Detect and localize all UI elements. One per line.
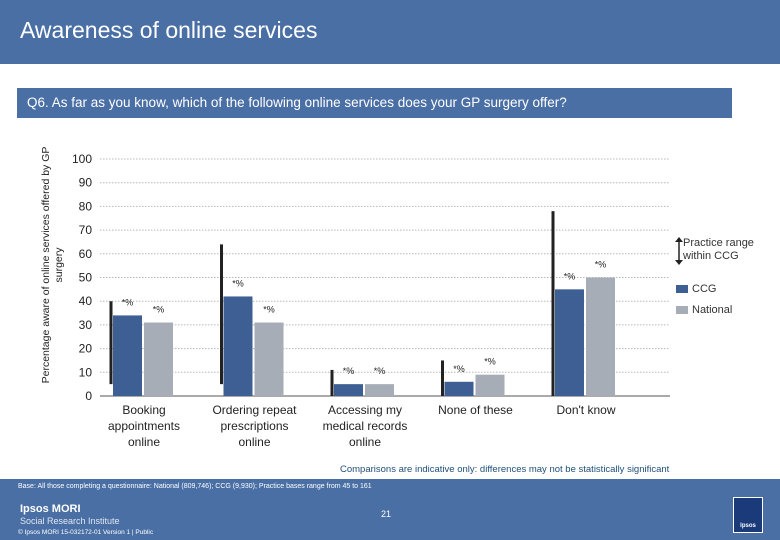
bar-data-label: *% — [343, 366, 355, 376]
x-tick-label: Booking — [122, 403, 165, 417]
bar-ccg — [444, 381, 474, 396]
x-tick-label: medical records — [323, 419, 408, 433]
bar-national — [254, 322, 284, 396]
bar-data-label: *% — [232, 278, 244, 288]
legend-ccg-label: CCG — [692, 283, 717, 295]
y-tick-label: 50 — [79, 271, 93, 285]
x-tick-label: online — [349, 435, 381, 449]
x-tick-label: Accessing my — [328, 403, 402, 417]
gridlines — [100, 158, 670, 397]
bar-data-label: *% — [263, 305, 275, 315]
y-tick-label: 80 — [79, 199, 93, 213]
bar-data-label: *% — [453, 364, 465, 374]
x-tick-labels: Booking appointments online Ordering repeat… — [108, 403, 616, 449]
y-tick-labels: 0 10 20 30 40 50 60 70 80 90 100 — [72, 152, 92, 403]
x-tick-label: None of these — [438, 403, 513, 417]
copyright: © Ipsos MORI 15-032172-01 Version 1 | Pu… — [18, 529, 154, 536]
legend-national: National — [676, 304, 732, 316]
y-tick-label: 100 — [72, 152, 92, 166]
bar-data-label: *% — [484, 357, 496, 367]
bar-national — [144, 322, 173, 396]
page-number: 21 — [381, 509, 392, 519]
y-tick-label: 20 — [79, 342, 93, 356]
logo-text: Ipsos — [740, 523, 756, 529]
y-tick-label: 40 — [79, 294, 93, 308]
comparison-note: Comparisons are indicative only: differe… — [340, 464, 670, 475]
bar-ccg — [334, 384, 363, 396]
x-tick-label: prescriptions — [220, 419, 288, 433]
y-tick-label: 0 — [85, 389, 92, 403]
range-arrow-icon — [675, 237, 683, 265]
y-tick-label: 90 — [79, 176, 93, 190]
footer-bar: Base: All those completing a questionnai… — [0, 479, 780, 540]
y-tick-label: 10 — [79, 365, 93, 379]
national-swatch — [676, 306, 688, 315]
bar-data-label: *% — [564, 271, 576, 281]
y-tick-label: 60 — [79, 247, 93, 261]
x-tick-label: online — [238, 435, 270, 449]
bar-national — [586, 277, 615, 396]
bar-data-label: *% — [153, 305, 165, 315]
bar-ccg — [113, 315, 142, 396]
bar-data-labels: *% *% *% *% *% *% *% *% *% *% — [122, 260, 607, 377]
brand-name: Ipsos MORI — [20, 503, 81, 515]
x-tick-label: appointments — [108, 419, 180, 433]
question-banner: Q6. As far as you know, which of the fol… — [17, 88, 732, 118]
x-tick-label: Don't know — [557, 403, 616, 417]
range-legend-label: Practice range within CCG — [683, 237, 754, 262]
bar-ccg — [223, 296, 253, 396]
y-tick-label: 30 — [79, 318, 93, 332]
bars — [113, 277, 615, 396]
ipsos-logo-icon: Ipsos — [733, 497, 763, 533]
bar-data-label: *% — [595, 260, 607, 270]
base-note: Base: All those completing a questionnai… — [18, 483, 372, 490]
bar-ccg — [555, 289, 584, 396]
y-tick-label: 70 — [79, 223, 93, 237]
x-tick-label: Ordering repeat — [212, 403, 297, 417]
header-bar: Awareness of online services — [0, 0, 780, 64]
ccg-swatch — [676, 285, 688, 294]
legend-national-label: National — [692, 304, 733, 316]
bar-national — [475, 374, 505, 396]
brand-subtitle: Social Research Institute — [20, 516, 120, 526]
x-tick-label: online — [128, 435, 160, 449]
page-title: Awareness of online services — [20, 17, 318, 43]
bar-data-label: *% — [122, 297, 134, 307]
bar-national — [365, 384, 394, 396]
practice-ranges — [109, 211, 555, 396]
legend-ccg: CCG — [676, 283, 716, 295]
bar-data-label: *% — [374, 366, 386, 376]
